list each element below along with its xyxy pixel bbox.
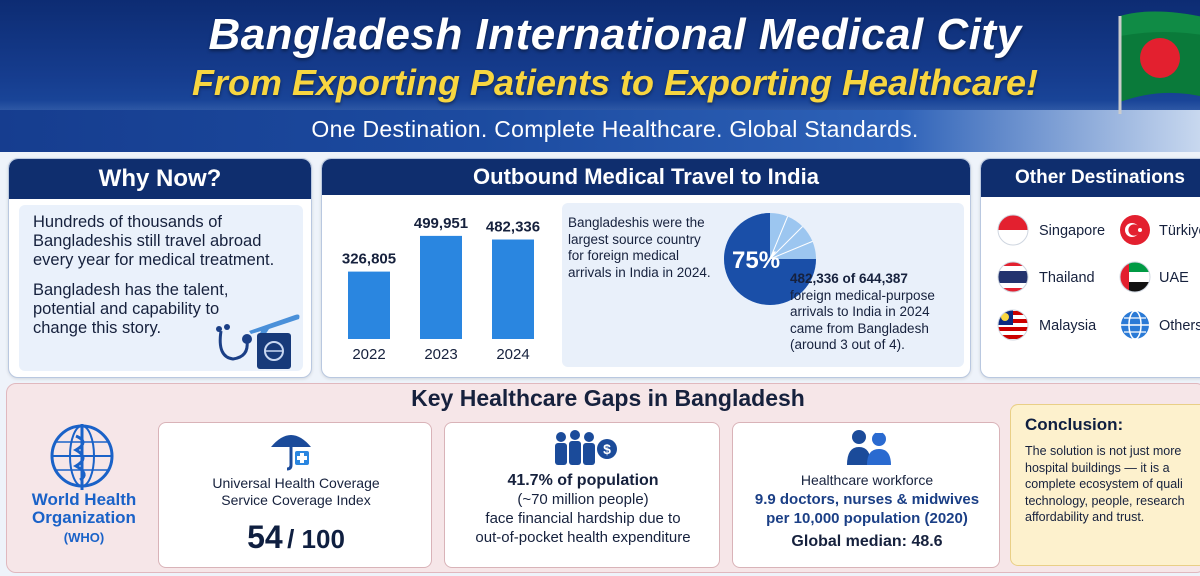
source-country-text: Bangladeshis were the largest source cou… — [568, 215, 711, 281]
tagline: One Destination. Complete Healthcare. Gl… — [311, 116, 919, 142]
uhc-card: Universal Health Coverage Service Covera… — [158, 422, 432, 568]
detail-line: arrivals to India in 2024 — [790, 304, 930, 319]
singapore-flag-icon — [997, 214, 1029, 246]
conclusion-box: Conclusion: The solution is not just mor… — [1010, 404, 1200, 566]
conclusion-text: The solution is not just more hospital b… — [1025, 443, 1185, 526]
turkiye-flag-icon — [1120, 215, 1150, 245]
who-line: Organization — [32, 508, 136, 527]
outbound-travel-card: Outbound Medical Travel to India 326,805… — [321, 158, 971, 378]
workforce-line: Global median: 48.6 — [791, 533, 943, 550]
why-now-line: Bangladeshis still travel abroad — [33, 232, 262, 250]
financial-hardship-card: $ 41.7% of population (~70 million peopl… — [444, 422, 720, 568]
source-line: for foreign medical — [568, 248, 680, 263]
svg-text:$: $ — [603, 441, 611, 457]
conclusion-heading: Conclusion: — [1025, 415, 1124, 434]
hardship-line: face financial hardship due to — [485, 510, 681, 527]
detail-line: (around 3 out of 4). — [790, 337, 905, 352]
hardship-line: (~70 million people) — [517, 491, 649, 508]
conclusion-line: complete ecosystem of quali — [1025, 477, 1183, 491]
pie-divider — [769, 240, 813, 260]
uae-flag-icon — [1119, 261, 1151, 293]
workforce-line: Healthcare workforce — [800, 472, 934, 488]
pie-divider — [769, 216, 789, 260]
workforce-line: per 10,000 population (2020) — [766, 510, 968, 527]
workforce-line: 9.9 doctors, nurses & midwives — [754, 491, 980, 508]
globe-icon — [1121, 310, 1149, 340]
hardship-text: 41.7% of population (~70 million people)… — [445, 471, 721, 547]
workforce-text: Healthcare workforce 9.9 doctors, nurses… — [733, 471, 1001, 551]
uhc-line: Universal Health Coverage — [212, 475, 380, 491]
health-workers-icon — [847, 429, 891, 465]
why-now-line: Hundreds of thousands of — [33, 213, 222, 231]
pie-divider — [769, 226, 803, 260]
why-now-card: Why Now? Hundreds of thousands of Bangla… — [8, 158, 312, 378]
passport-icon — [257, 333, 291, 369]
uhc-score-value: 54 — [247, 519, 283, 555]
bangladesh-flag-icon — [1118, 11, 1200, 114]
bar-category-label: 2023 — [424, 346, 457, 363]
why-now-line: Bangladesh has the talent, — [33, 281, 229, 299]
other-destinations-heading: Other Destinations — [981, 159, 1200, 197]
people-money-icon: $ — [555, 430, 617, 465]
page-title: Bangladesh International Medical City — [208, 10, 1022, 59]
thailand-flag-icon — [997, 261, 1029, 293]
conclusion-line: affordability and trust. — [1025, 510, 1145, 524]
hardship-line: out-of-pocket health expenditure — [475, 529, 691, 546]
why-now-line: every year for medical treatment. — [33, 251, 275, 269]
why-now-line: change this story. — [33, 319, 162, 337]
uhc-score: 54 / 100 — [159, 519, 433, 556]
conclusion-line: The solution is not just more — [1025, 444, 1182, 458]
bar-value-label: 482,336 — [486, 219, 540, 236]
source-line: largest source country — [568, 231, 701, 247]
bar-value-label: 499,951 — [414, 215, 468, 232]
umbrella-health-icon — [271, 435, 311, 471]
hardship-line: 41.7% of population — [507, 472, 659, 489]
why-now-body: Hundreds of thousands of Bangladeshis st… — [19, 205, 303, 371]
share-pie-chart — [724, 213, 816, 305]
destination-label: Malaysia — [1039, 318, 1097, 334]
destination-label: UAE — [1159, 270, 1189, 286]
why-now-line: potential and capability to — [33, 300, 220, 318]
who-line: (WHO) — [63, 530, 105, 545]
other-destinations-card: Other Destinations Singapore Türkiye Tha… — [980, 158, 1200, 378]
bar-2024 — [492, 239, 534, 339]
gaps-heading: Key Healthcare Gaps in Bangladesh — [411, 385, 805, 411]
destination-label: Singapore — [1039, 223, 1106, 239]
destination-label: Türkiye — [1159, 223, 1200, 239]
who-emblem-icon — [50, 424, 114, 490]
uhc-label: Universal Health Coverage Service Covera… — [159, 475, 433, 509]
destination-label: Thailand — [1039, 270, 1095, 286]
tagline-band — [0, 110, 1200, 152]
outbound-heading: Outbound Medical Travel to India — [322, 159, 970, 195]
bar-2022 — [348, 271, 390, 339]
why-now-paragraph-2: Bangladesh has the talent, potential and… — [33, 281, 228, 338]
uhc-score-max: / 100 — [287, 524, 345, 554]
conclusion-line: technology, people, research — [1025, 493, 1185, 508]
bar-category-label: 2022 — [352, 346, 385, 363]
outbound-detail-panel: Bangladeshis were the largest source cou… — [562, 203, 964, 367]
arrivals-detail-text: 482,336 of 644,387 foreign medical-purpo… — [790, 271, 935, 354]
uhc-line: Service Coverage Index — [221, 492, 371, 508]
source-line: arrivals in India in 2024. — [568, 264, 711, 280]
bar-value-label: 326,805 — [342, 251, 396, 268]
detail-line: foreign medical-purpose — [790, 287, 935, 303]
detail-line: 482,336 of 644,387 — [790, 271, 908, 286]
why-now-paragraph-1: Hundreds of thousands of Bangladeshis st… — [33, 213, 274, 270]
detail-line: came from Bangladesh — [790, 320, 929, 336]
source-line: Bangladeshis were the — [568, 215, 705, 230]
pie-share-label: 75% — [732, 247, 781, 274]
who-label: World Health Organization (WHO) — [26, 491, 142, 547]
malaysia-flag-icon — [997, 309, 1029, 341]
bar-2023 — [420, 235, 462, 339]
travel-illustration — [216, 314, 300, 369]
bar-category-label: 2024 — [496, 346, 529, 363]
page-subtitle: From Exporting Patients to Exporting Hea… — [191, 62, 1039, 103]
stethoscope-icon — [216, 324, 252, 361]
conclusion-line: hospital buildings — it is a — [1025, 460, 1170, 475]
who-line: World Health — [31, 490, 137, 509]
destination-label: Others — [1159, 318, 1200, 334]
outbound-bar-chart: 326,805 2022 499,951 2023 482,336 2024 — [342, 215, 540, 363]
workforce-card: Healthcare workforce 9.9 doctors, nurses… — [732, 422, 1000, 568]
why-now-heading: Why Now? — [9, 159, 311, 199]
